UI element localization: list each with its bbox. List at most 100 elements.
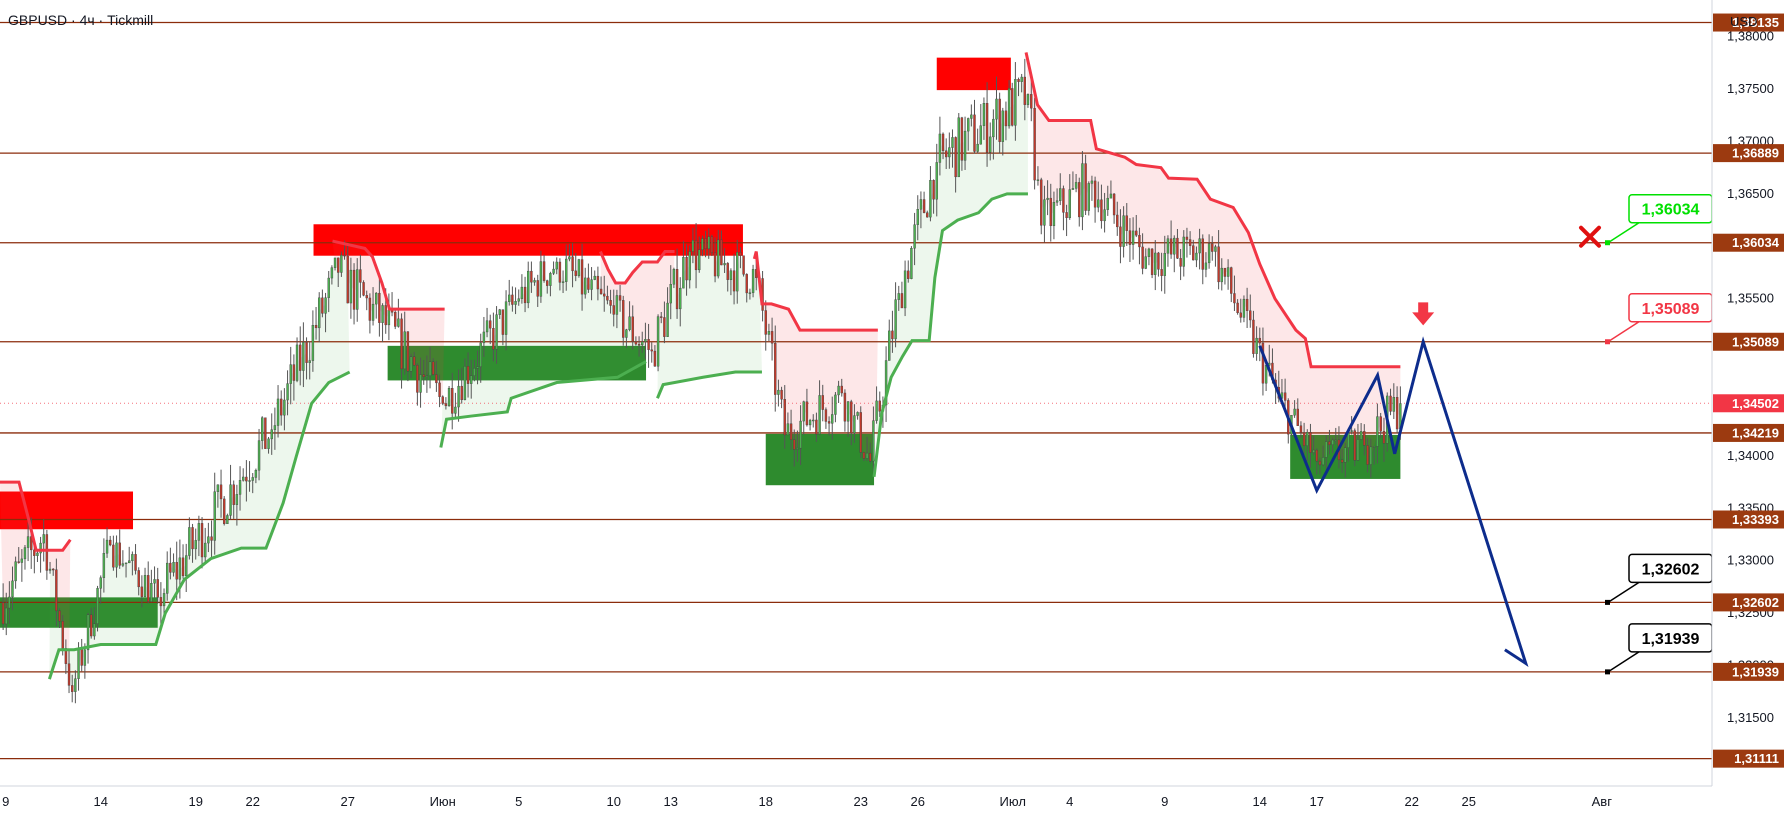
candle-body [1097, 199, 1100, 208]
level-tag: 1,38135 [1713, 13, 1784, 32]
candle-body [153, 579, 156, 584]
candle [235, 484, 239, 526]
candle [859, 406, 862, 458]
candle-body [324, 297, 327, 314]
candle-body [656, 316, 660, 367]
candle-body [451, 388, 454, 414]
forecast-path[interactable] [1258, 336, 1529, 667]
supertrend-down-line [0, 480, 72, 552]
candle-body [1318, 460, 1322, 466]
candle-body [267, 438, 270, 449]
candle [1306, 429, 1309, 461]
candle-body [650, 349, 653, 352]
candle-body [1217, 246, 1220, 283]
callout-label: 1,36034 [1642, 202, 1700, 219]
supertrend-down-line [1024, 52, 1401, 369]
candle-body [235, 494, 239, 505]
candle-body [1236, 302, 1239, 314]
candle [856, 411, 859, 420]
candle [416, 363, 419, 406]
downtrend-fill [600, 251, 675, 359]
candle-body [337, 257, 340, 273]
level-tag-bg [1713, 662, 1784, 681]
candle-body [596, 275, 600, 290]
candle [824, 407, 828, 429]
candle-body [856, 412, 859, 416]
candle [726, 262, 729, 292]
time-axis-panel[interactable] [0, 786, 1784, 823]
candle [1169, 220, 1173, 259]
candle-body [365, 295, 368, 299]
candle-body [663, 317, 666, 337]
candle-body [292, 364, 296, 381]
candle-body [99, 577, 102, 589]
candle [666, 287, 669, 337]
candle-body [17, 561, 20, 563]
candle [1376, 403, 1379, 464]
candle-body [786, 423, 790, 436]
candle [1001, 107, 1004, 156]
candle-body [1068, 189, 1071, 219]
candle [409, 353, 413, 379]
candle-body [286, 383, 289, 401]
candle [1344, 442, 1347, 478]
candle-body [1211, 243, 1214, 252]
candle-body [1173, 237, 1176, 255]
price-callout[interactable]: 1,35089 [1605, 293, 1713, 345]
candle [742, 255, 745, 277]
candle-body [938, 133, 942, 163]
candle-body [1207, 243, 1211, 264]
candle-body [403, 331, 406, 370]
candle-body [634, 341, 638, 345]
candle-body [571, 256, 574, 272]
candle [457, 369, 460, 422]
candle-body [137, 570, 140, 588]
candle [1382, 417, 1386, 462]
candle-body [929, 180, 932, 218]
candle-body [1369, 446, 1373, 465]
candle [1014, 62, 1017, 141]
callouts-layer[interactable]: 1,36034 1,35089 1,32602 1,31939 [1579, 193, 1713, 675]
candle [888, 319, 891, 361]
candle-body [527, 270, 530, 304]
candle [527, 261, 530, 309]
candle [568, 244, 571, 262]
candle-body [720, 239, 723, 266]
candle-body [926, 212, 929, 218]
candle [1192, 239, 1195, 261]
candle [1242, 295, 1246, 323]
candle-body [1299, 425, 1303, 433]
candle [615, 289, 619, 329]
candle [86, 612, 90, 664]
candle [226, 513, 229, 525]
candle-body [1198, 238, 1201, 254]
candle-body [609, 300, 612, 306]
candle-body [1100, 199, 1103, 222]
candle [1325, 435, 1328, 471]
candle-body [210, 536, 213, 541]
time-tick-label: Авг [1592, 794, 1613, 809]
candle-body [1376, 416, 1379, 447]
candle-body [998, 98, 1001, 142]
candle [112, 535, 115, 571]
candle-body [1372, 446, 1376, 448]
candle-body [907, 270, 910, 279]
candle-body [745, 274, 748, 294]
current-price-tag-text: 1,34502 [1732, 396, 1779, 411]
candle-body [1007, 88, 1011, 127]
candle [8, 581, 11, 624]
candle [1055, 188, 1059, 206]
level-tag-bg [1713, 332, 1784, 351]
candle-body [1169, 238, 1173, 255]
candle-body [102, 553, 106, 578]
candle [1036, 166, 1040, 186]
candle [1116, 201, 1119, 236]
price-callout[interactable]: 1,36034 [1579, 193, 1713, 248]
candle [944, 138, 948, 170]
candle [869, 442, 872, 464]
candle [1245, 287, 1249, 328]
candle [618, 284, 622, 312]
candle [777, 379, 780, 407]
candle-body [584, 277, 587, 295]
